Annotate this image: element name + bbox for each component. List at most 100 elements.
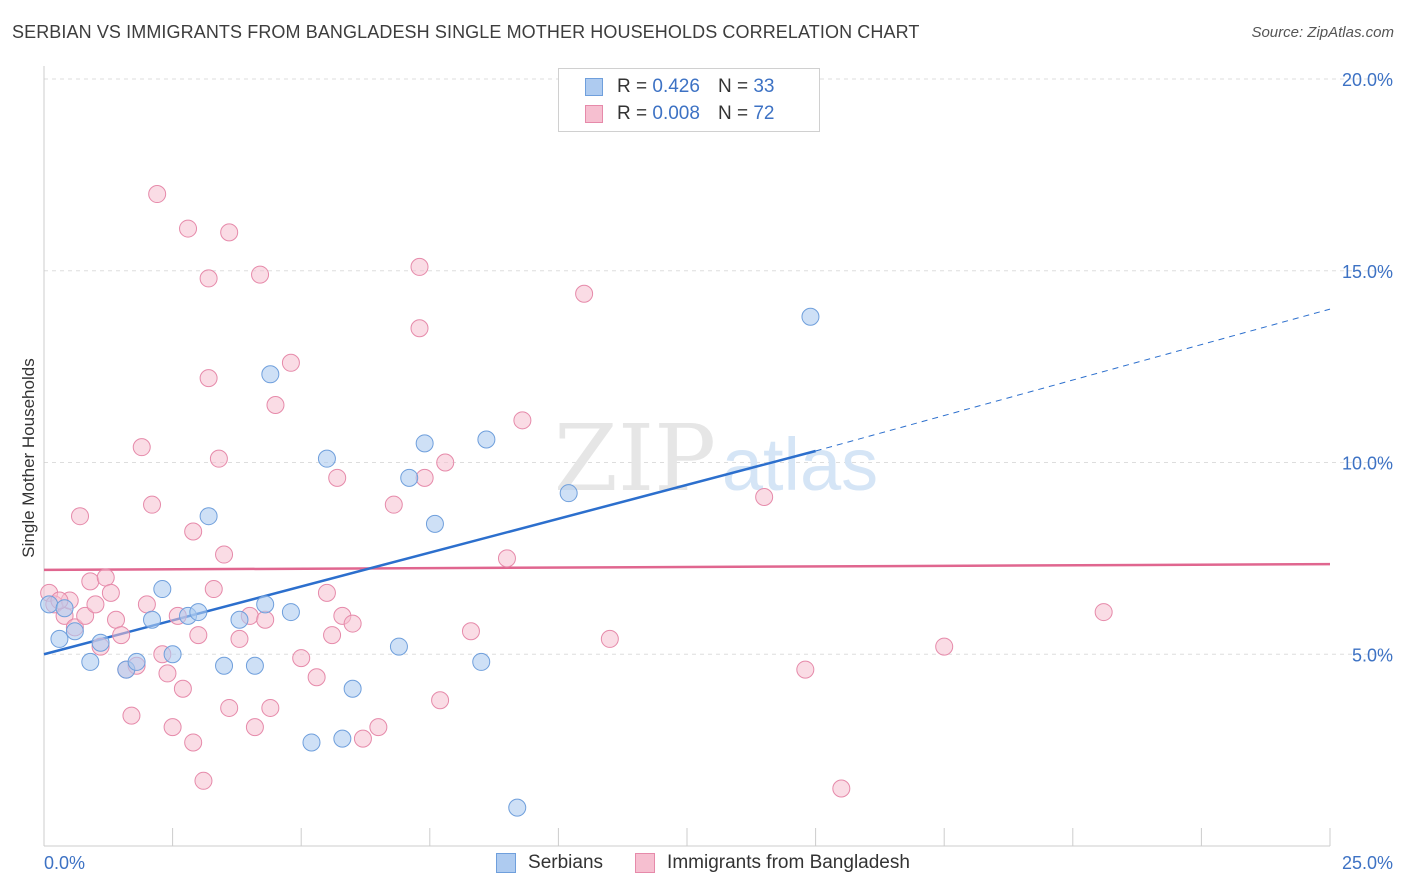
data-point-bangladesh <box>215 545 234 564</box>
legend-r-label: R = <box>617 76 648 97</box>
data-point-bangladesh <box>245 718 264 737</box>
data-point-bangladesh <box>199 369 218 388</box>
data-point-bangladesh <box>184 522 203 541</box>
legend-row-serbians: R = 0.426 N = 33 <box>585 75 774 99</box>
data-point-serbians <box>143 610 162 629</box>
data-point-bangladesh <box>220 698 239 717</box>
tick-labels: 5.0% 10.0% 15.0% 20.0% 0.0% 25.0% <box>44 70 1393 873</box>
data-point-bangladesh <box>384 495 403 514</box>
legend-n-label: N = <box>717 76 749 97</box>
data-point-serbians <box>801 307 820 326</box>
data-point-bangladesh <box>410 319 429 338</box>
data-point-bangladesh <box>122 706 141 725</box>
data-point-bangladesh <box>575 284 594 303</box>
data-point-bangladesh <box>436 453 455 472</box>
legend-label-serbians: Serbians <box>528 852 604 873</box>
data-point-serbians <box>199 507 218 526</box>
data-point-serbians <box>425 514 444 533</box>
data-point-serbians <box>317 449 336 468</box>
legend-swatch-pink <box>585 105 603 123</box>
data-point-bangladesh <box>101 583 120 602</box>
data-point-serbians <box>343 679 362 698</box>
data-point-bangladesh <box>209 449 228 468</box>
data-point-serbians <box>215 656 234 675</box>
data-point-bangladesh <box>194 771 213 790</box>
data-point-bangladesh <box>461 622 480 641</box>
data-point-bangladesh <box>81 572 100 591</box>
data-point-bangladesh <box>292 649 311 668</box>
data-point-serbians <box>400 468 419 487</box>
legend-n-value: 72 <box>753 103 775 124</box>
data-point-serbians <box>81 652 100 671</box>
data-point-bangladesh <box>431 691 450 710</box>
y-tick-label: 5.0% <box>1352 645 1393 665</box>
data-point-bangladesh <box>112 626 131 645</box>
chart-title: SERBIAN VS IMMIGRANTS FROM BANGLADESH SI… <box>12 22 920 42</box>
data-point-bangladesh <box>158 664 177 683</box>
data-point-bangladesh <box>307 668 326 687</box>
data-point-bangladesh <box>410 257 429 276</box>
data-point-bangladesh <box>832 779 851 798</box>
data-point-serbians <box>163 645 182 664</box>
y-tick-label: 20.0% <box>1342 70 1393 90</box>
data-point-bangladesh <box>148 185 167 204</box>
legend-swatch-blue <box>585 78 603 96</box>
series-legend: Serbians Immigrants from Bangladesh <box>0 852 1406 874</box>
watermark-zip: ZIP <box>554 405 716 512</box>
legend-n-label: N = <box>717 103 749 124</box>
axes <box>43 66 1331 847</box>
legend-r-value: 0.426 <box>652 76 700 97</box>
data-point-serbians <box>245 656 264 675</box>
legend-item-serbians: Serbians <box>496 852 603 874</box>
data-point-bangladesh <box>189 626 208 645</box>
data-point-serbians <box>189 603 208 622</box>
y-tick-label: 15.0% <box>1342 262 1393 282</box>
data-point-serbians <box>333 729 352 748</box>
data-point-bangladesh <box>251 265 270 284</box>
legend-r-value: 0.008 <box>652 103 700 124</box>
data-point-serbians <box>302 733 321 752</box>
data-point-bangladesh <box>76 606 95 625</box>
legend-label-bangladesh: Immigrants from Bangladesh <box>667 852 910 873</box>
data-point-serbians <box>508 798 527 817</box>
data-point-bangladesh <box>256 610 275 629</box>
data-point-bangladesh <box>513 411 532 430</box>
data-point-bangladesh <box>497 549 516 568</box>
watermark-atlas: atlas <box>722 423 878 506</box>
data-point-serbians <box>261 365 280 384</box>
data-point-bangladesh <box>184 733 203 752</box>
legend-n-value: 33 <box>753 76 775 97</box>
data-point-bangladesh <box>796 660 815 679</box>
data-point-bangladesh <box>600 629 619 648</box>
data-point-bangladesh <box>281 353 300 372</box>
data-point-serbians <box>256 595 275 614</box>
x-tick-label-start: 0.0% <box>44 853 85 873</box>
legend-item-bangladesh: Immigrants from Bangladesh <box>635 852 910 874</box>
trend-line-bangladesh <box>43 562 1331 572</box>
correlation-legend: R = 0.426 N = 33 R = 0.008 N = 72 <box>558 68 820 132</box>
data-point-bangladesh <box>369 718 388 737</box>
data-point-bangladesh <box>132 438 151 457</box>
data-point-bangladesh <box>204 580 223 599</box>
data-point-bangladesh <box>323 626 342 645</box>
data-point-serbians <box>65 622 84 641</box>
data-point-bangladesh <box>143 495 162 514</box>
trend-line-serbians-extension <box>815 308 1331 452</box>
legend-row-bangladesh: R = 0.008 N = 72 <box>585 102 774 126</box>
data-point-serbians <box>55 599 74 618</box>
data-point-serbians <box>127 652 146 671</box>
data-point-serbians <box>281 603 300 622</box>
data-point-serbians <box>477 430 496 449</box>
x-tick-label-end: 25.0% <box>1342 853 1393 873</box>
data-point-serbians <box>230 610 249 629</box>
series-serbians-points <box>40 307 820 817</box>
data-point-bangladesh <box>353 729 372 748</box>
data-point-serbians <box>472 652 491 671</box>
data-point-bangladesh <box>266 395 285 414</box>
watermark: ZIP atlas <box>554 405 878 512</box>
data-point-bangladesh <box>935 637 954 656</box>
data-point-bangladesh <box>220 223 239 242</box>
data-point-serbians <box>559 484 578 503</box>
data-point-bangladesh <box>755 488 774 507</box>
